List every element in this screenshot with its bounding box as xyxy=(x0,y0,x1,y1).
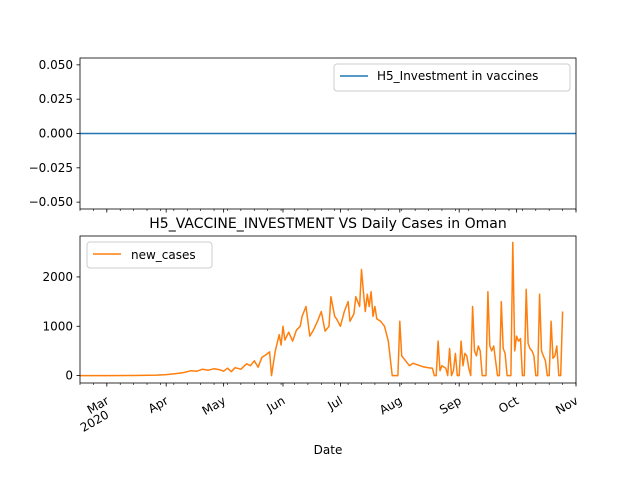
top-legend-label: H5_Investment in vaccines xyxy=(377,69,538,83)
x-axis-label: Date xyxy=(314,443,343,457)
bottom-y-ticks: 0 1000 2000 xyxy=(42,270,80,383)
bottom-axes-frame xyxy=(79,235,577,384)
bottom-y-tick-label: 0 xyxy=(65,369,73,383)
bottom-y-tick-label: 1000 xyxy=(42,319,73,333)
top-y-tick-label: 0.000 xyxy=(39,127,73,141)
top-y-ticks: 0.050 0.025 0.000 −0.025 −0.050 xyxy=(29,58,80,209)
bottom-y-tick-label: 2000 xyxy=(42,270,73,284)
new-cases-line xyxy=(80,241,564,377)
top-axes-frame xyxy=(79,57,577,210)
bottom-legend-label: new_cases xyxy=(131,248,196,262)
top-y-tick-label: −0.025 xyxy=(29,161,73,175)
top-y-tick-label: 0.050 xyxy=(39,58,73,72)
bottom-legend: new_cases xyxy=(86,241,213,269)
bottom-series-lines xyxy=(80,241,564,377)
top-y-tick-label: 0.025 xyxy=(39,92,73,106)
top-axes: 0.050 0.025 0.000 −0.025 −0.050 H5_Investmen… xyxy=(29,57,577,213)
top-legend: H5_Investment in vaccines xyxy=(333,63,571,92)
top-y-tick-label: −0.050 xyxy=(29,195,73,209)
top-legend-box xyxy=(333,63,571,92)
bottom-legend-box xyxy=(86,241,213,269)
bottom-axes: H5_VACCINE_INVESTMENT VS Daily Cases in … xyxy=(42,216,580,457)
bottom-x-tick-label: Jul xyxy=(325,393,345,413)
chart-title: H5_VACCINE_INVESTMENT VS Daily Cases in … xyxy=(149,216,506,232)
